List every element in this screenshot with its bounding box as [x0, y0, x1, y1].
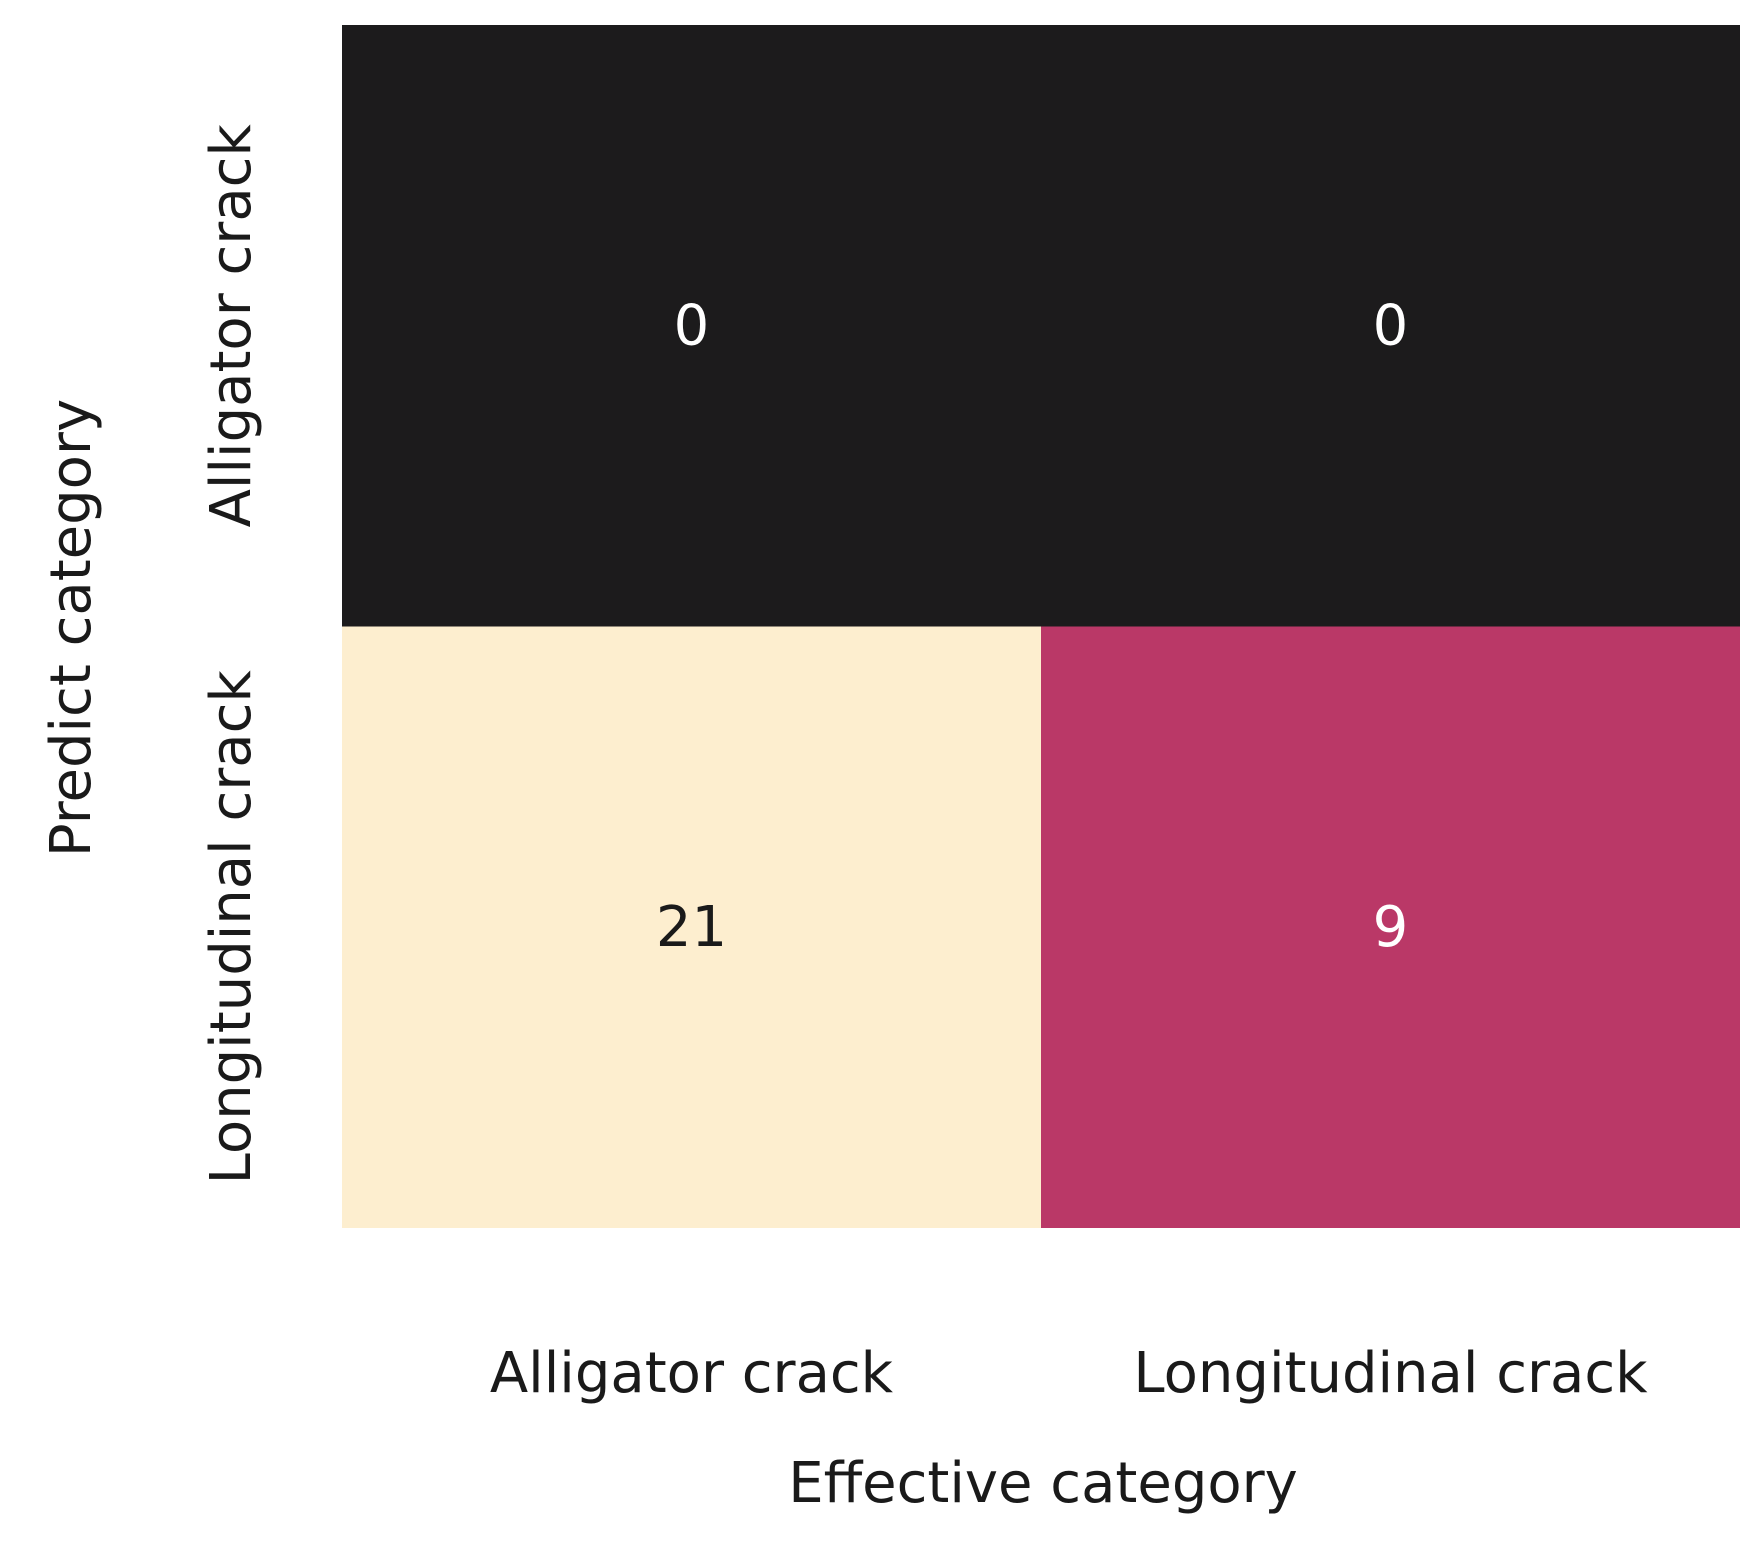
heatmap-cell-r0-c0: [342, 25, 1041, 627]
heatmap-cells: [342, 25, 1740, 1228]
x-tick-label-0: Alligator crack: [490, 1341, 894, 1406]
heatmap-cell-r1-c0: [342, 626, 1041, 1228]
cell-value-r0-c0: 0: [674, 293, 710, 358]
y-axis-label: Predict category: [39, 399, 104, 857]
x-tick-label-1: Longitudinal crack: [1133, 1341, 1648, 1406]
cell-value-r1-c1: 9: [1373, 895, 1409, 960]
cell-value-r0-c1: 0: [1373, 293, 1409, 358]
heatmap-cell-r0-c1: [1041, 25, 1740, 627]
heatmap-cell-labels: 0 0 21 9: [656, 293, 1408, 960]
y-tick-label-0: Alligator crack: [199, 124, 264, 528]
x-tick-labels: Alligator crack Longitudinal crack: [490, 1341, 1648, 1406]
y-tick-labels: Alligator crack Longitudinal crack: [199, 124, 264, 1185]
heatmap-cell-r1-c1: [1041, 626, 1740, 1228]
cell-value-r1-c0: 21: [656, 895, 727, 960]
x-axis-label: Effective category: [788, 1451, 1298, 1516]
y-tick-label-1: Longitudinal crack: [199, 670, 264, 1185]
